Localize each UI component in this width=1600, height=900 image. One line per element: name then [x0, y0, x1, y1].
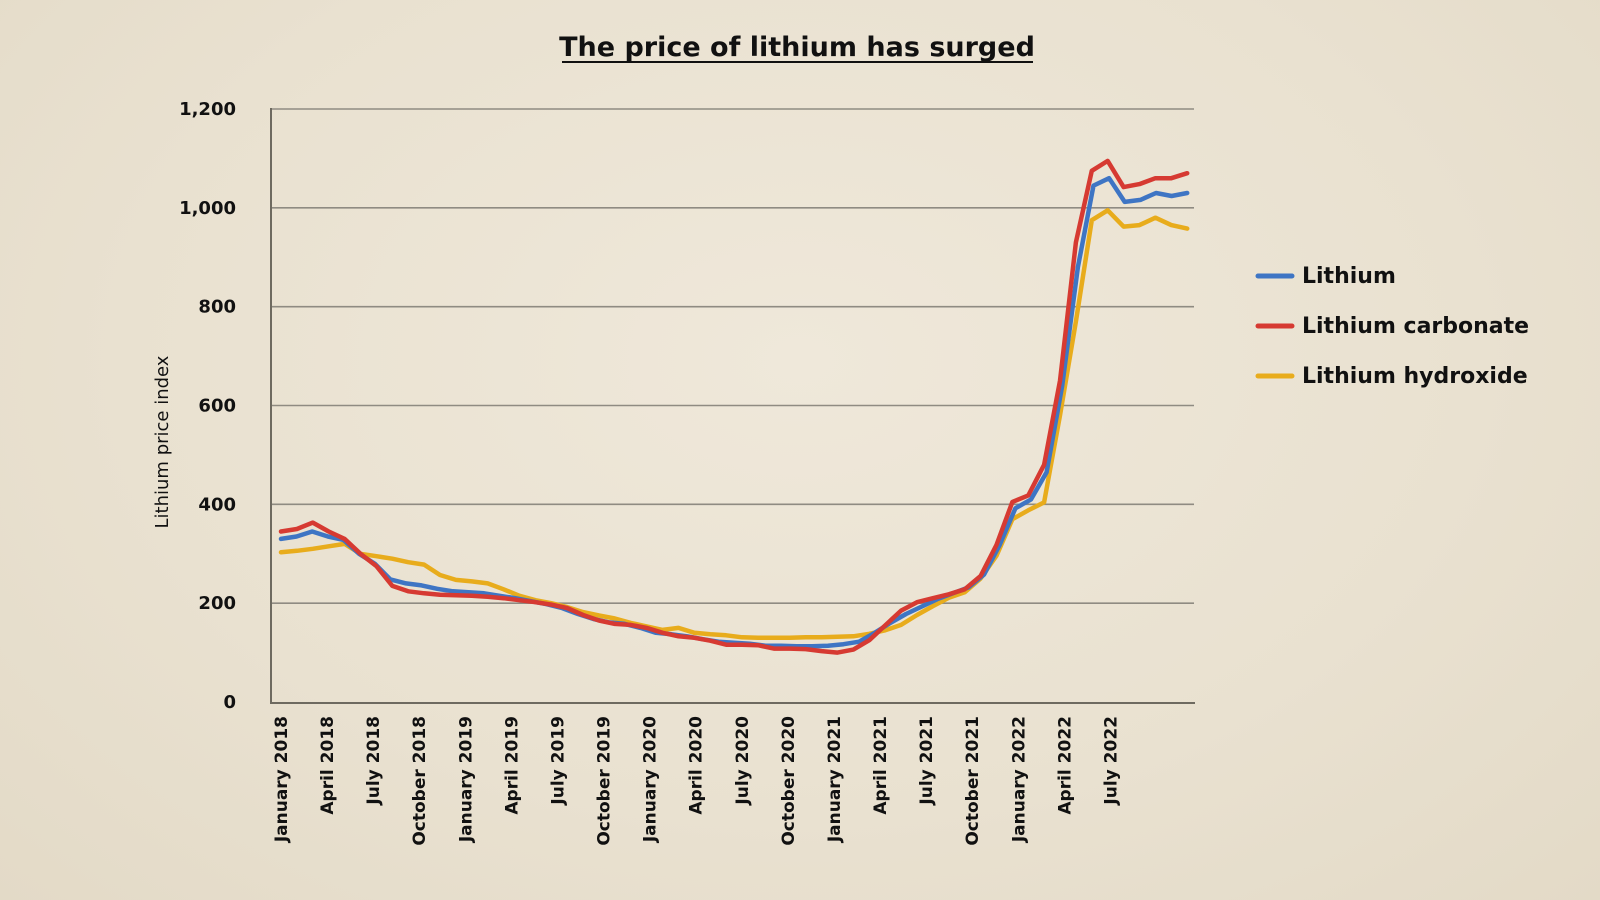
x-tick-label: April 2020 — [687, 716, 707, 815]
y-tick-label: 800 — [198, 297, 236, 318]
x-tick-label: October 2019 — [595, 716, 615, 846]
x-tick-label: January 2019 — [456, 716, 476, 843]
x-axis-ticks: January 2018 April 2018 July 2018 October 2… — [272, 716, 1121, 846]
x-tick-label: January 2021 — [825, 716, 845, 843]
y-tick-label: 1,000 — [179, 198, 236, 219]
legend: Lithium Lithium carbonate Lithium hydroxid… — [1255, 264, 1529, 389]
x-tick-label: July 2020 — [733, 716, 753, 806]
y-tick-label: 0 — [223, 692, 236, 713]
y-tick-label: 1,200 — [179, 99, 236, 120]
x-tick-label: January 2020 — [641, 716, 661, 843]
x-tick-label: January 2022 — [1009, 716, 1029, 843]
x-tick-label: April 2019 — [502, 716, 522, 815]
x-tick-label: October 2018 — [410, 716, 430, 846]
x-tick-label: April 2021 — [871, 716, 891, 815]
series-lines — [278, 158, 1190, 655]
x-tick-label: January 2018 — [272, 716, 292, 843]
x-tick-label: July 2022 — [1101, 716, 1121, 806]
y-tick-label: 200 — [198, 593, 236, 614]
series-line-lithium-hydroxide — [278, 208, 1190, 641]
chart-title: The price of lithium has surged — [559, 32, 1035, 63]
y-tick-label: 600 — [198, 396, 236, 417]
x-tick-label: October 2021 — [963, 716, 983, 846]
legend-label: Lithium carbonate — [1302, 314, 1529, 339]
legend-label: Lithium — [1302, 264, 1396, 289]
gridlines — [271, 108, 1194, 604]
series-line-lithium — [278, 175, 1190, 649]
x-tick-label: July 2021 — [917, 716, 937, 806]
x-tick-label: July 2018 — [364, 716, 384, 806]
legend-label: Lithium hydroxide — [1302, 364, 1528, 389]
y-tick-label: 400 — [198, 494, 236, 515]
x-tick-label: October 2020 — [779, 716, 799, 846]
x-tick-label: April 2018 — [318, 716, 338, 815]
x-tick-label: July 2019 — [548, 716, 568, 806]
y-axis-ticks: 0 200 400 600 800 1,000 1,200 — [179, 99, 236, 713]
x-tick-label: April 2022 — [1055, 716, 1075, 815]
series-line-lithium-carbonate — [278, 158, 1190, 655]
y-axis-label: Lithium price index — [152, 355, 173, 528]
